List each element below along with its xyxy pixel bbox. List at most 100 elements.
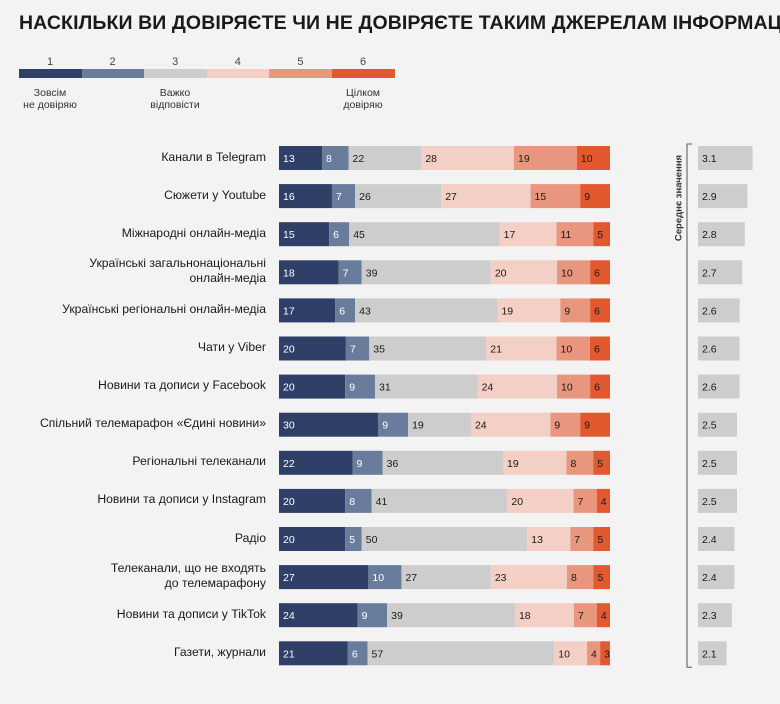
bar-segment (279, 222, 330, 247)
category-label: Сюжети у Youtube (164, 187, 266, 202)
mean-value-label: 2.6 (702, 382, 717, 394)
bar-value-label: 6 (594, 382, 600, 394)
bar-value-label: 21 (283, 648, 295, 660)
bar-segment (566, 565, 594, 590)
bar-segment (421, 146, 515, 170)
bar-segment (576, 146, 610, 170)
bar-value-label: 5 (597, 572, 603, 584)
category-label: Українські регіональні онлайн-медіа (62, 301, 266, 316)
bar-segment (593, 527, 610, 551)
bar-segment (530, 184, 581, 209)
bar-segment (570, 527, 594, 551)
bar-value-label: 8 (349, 496, 355, 508)
bar-value-label: 50 (366, 534, 378, 546)
mean-value-label: 2.5 (702, 420, 717, 432)
mean-value-label: 2.3 (702, 610, 717, 622)
bar-segment (361, 527, 528, 551)
bar-value-label: 27 (405, 572, 417, 584)
bar-value-label: 5 (597, 229, 603, 241)
bar-value-label: 18 (519, 610, 531, 622)
bar-segment (371, 488, 508, 513)
bar-value-label: 20 (511, 496, 523, 508)
bar-segment (367, 641, 555, 666)
mean-value-label: 2.5 (702, 458, 717, 470)
bar-segment (345, 374, 375, 399)
bar-value-label: 10 (561, 382, 573, 394)
bar-segment (580, 412, 610, 437)
bar-segment (566, 450, 594, 475)
bar-segment (593, 222, 610, 247)
bar-value-label: 8 (571, 572, 577, 584)
legend-swatch-4 (206, 69, 270, 78)
bar-segment (596, 488, 610, 513)
bar-segment (573, 488, 597, 513)
bar-segment (355, 184, 442, 209)
bar-value-label: 6 (594, 344, 600, 356)
bar-value-label: 9 (564, 305, 570, 317)
mean-value-label: 2.4 (702, 572, 717, 584)
bar-value-label: 20 (283, 344, 295, 356)
bar-value-label: 9 (362, 610, 368, 622)
bar-segment (368, 565, 402, 590)
chart-title: НАСКІЛЬКИ ВИ ДОВІРЯЄТЕ ЧИ НЕ ДОВІРЯЄТЕ Т… (19, 12, 780, 34)
bar-value-label: 19 (518, 153, 530, 165)
mean-bar (698, 222, 745, 247)
bar-segment (490, 565, 567, 590)
bar-value-label: 23 (495, 572, 507, 584)
bar-segment (486, 336, 557, 361)
mean-value-label: 2.9 (702, 191, 717, 203)
bar-segment (279, 641, 348, 666)
bar-value-label: 19 (507, 458, 519, 470)
legend-label-high: Цілком довіряю (343, 87, 383, 111)
legend-swatch-3 (144, 69, 207, 78)
bar-value-label: 7 (574, 534, 580, 546)
legend-number-1: 1 (46, 56, 54, 68)
bar-value-label: 26 (359, 191, 371, 203)
bar-segment (600, 641, 610, 666)
bar-value-label: 7 (578, 610, 584, 622)
bar-value-label: 13 (283, 153, 295, 165)
bar-segment (279, 412, 379, 437)
bar-value-label: 9 (349, 382, 355, 394)
bar-value-label: 15 (535, 191, 547, 203)
mean-value-label: 2.1 (702, 648, 717, 660)
bar-segment (279, 260, 339, 285)
bar-segment (560, 298, 591, 323)
mean-bracket (686, 143, 692, 668)
mean-bar (698, 184, 748, 209)
bar-segment (590, 260, 610, 285)
bar-segment (490, 260, 558, 285)
bar-segment (329, 222, 350, 247)
bar-value-label: 17 (504, 229, 516, 241)
bar-value-label: 13 (531, 534, 543, 546)
bar-segment (514, 603, 574, 628)
mean-value-label: 2.6 (702, 305, 717, 317)
mean-bar (698, 527, 735, 551)
category-label: Українські загальнонаціональні онлайн-ме… (89, 256, 266, 286)
bar-value-label: 39 (366, 267, 378, 279)
bar-segment (361, 260, 491, 285)
bar-value-label: 5 (349, 534, 355, 546)
bar-value-label: 7 (336, 191, 342, 203)
bar-value-label: 6 (339, 305, 345, 317)
mean-bar (698, 412, 737, 437)
bar-value-label: 7 (350, 344, 356, 356)
bar-segment (527, 527, 571, 551)
bar-segment (499, 222, 557, 247)
mean-value-label: 2.4 (702, 534, 717, 546)
bar-segment (279, 488, 346, 513)
legend-label-low: Зовсім не довіряю (23, 87, 77, 111)
bar-segment (557, 260, 591, 285)
legend-number-3: 3 (172, 56, 179, 68)
bar-segment (279, 146, 323, 170)
bar-segment (408, 412, 471, 437)
mean-axis-label-text: Середнє значення (673, 154, 685, 242)
bar-segment (590, 374, 610, 399)
bar-value-label: 24 (283, 610, 295, 622)
category-label: Новини та дописи у Facebook (98, 378, 266, 393)
mean-bar (698, 146, 753, 170)
bar-value-label: 20 (283, 534, 295, 546)
mean-bar (698, 450, 737, 475)
bar-value-label: 24 (475, 420, 487, 432)
bar-value-label: 31 (379, 382, 391, 394)
